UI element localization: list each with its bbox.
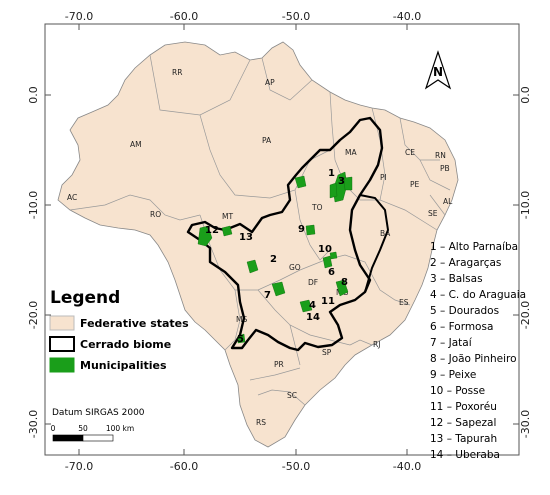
state-label-al: AL	[443, 197, 453, 206]
municipality-number: 7	[264, 290, 271, 301]
municipality-list-item: 14 – Uberaba	[430, 449, 500, 461]
state-label-go: GO	[289, 263, 301, 272]
municipality-list-item: 10 – Posse	[430, 385, 485, 397]
municipality-list-item: 8 – João Pinheiro	[430, 353, 517, 365]
left-lat-label: -30.0	[27, 410, 40, 438]
top-longitude-labels: -70.0 -60.0 -50.0 -40.0	[65, 10, 421, 23]
municipality-list-item: 13 – Tapurah	[430, 433, 497, 445]
north-arrow: N	[424, 50, 452, 90]
bottom-longitude-labels: -70.0 -60.0 -50.0 -40.0	[65, 460, 421, 473]
state-label-ac: AC	[67, 193, 77, 202]
legend-label-cerrado-biome: Cerrado biome	[80, 338, 171, 351]
municipality-list-item: 11 – Poxoréu	[430, 401, 497, 413]
cerrado-biome-outline-east	[359, 194, 390, 293]
bottom-lon-label: -50.0	[282, 460, 310, 473]
grid-ticks	[45, 24, 519, 455]
brazil-land	[57, 41, 459, 448]
state-label-ro: RO	[150, 210, 161, 219]
top-lon-label: -60.0	[170, 10, 198, 23]
state-label-es: ES	[399, 298, 409, 307]
legend-label-federative-states: Federative states	[80, 317, 189, 330]
municipality-list-item: 9 – Peixe	[430, 369, 476, 381]
state-label-pe: PE	[410, 180, 420, 189]
legend: Legend Federative states Cerrado biome M…	[49, 288, 189, 373]
left-lat-label: -10.0	[27, 191, 40, 219]
municipality-number: 5	[237, 334, 244, 345]
scale-label: 100 km	[106, 424, 134, 433]
state-label-pa: PA	[262, 136, 272, 145]
municipality-number: 12	[205, 225, 219, 236]
state-label-sp: SP	[322, 348, 332, 357]
municipality-number: 10	[318, 244, 332, 255]
municipality-number-labels: 1 2 3 4 5 6 7 8 9 10 11 12 13 14	[205, 168, 348, 345]
municipality-list-item: 2 – Aragarças	[430, 257, 501, 269]
cerrado-biome-outline	[186, 116, 384, 352]
municipality-number: 1	[328, 168, 335, 179]
state-label-mt: MT	[222, 212, 233, 221]
bottom-lon-label: -40.0	[393, 460, 421, 473]
right-lat-label: -30.0	[519, 410, 532, 438]
state-borders	[69, 54, 451, 406]
bottom-lon-label: -60.0	[170, 460, 198, 473]
municipality-number: 6	[328, 267, 335, 278]
bottom-lon-label: -70.0	[65, 460, 93, 473]
municipality-list-item: 7 – Jataí	[430, 337, 473, 349]
municipality-number: 8	[341, 277, 348, 288]
municipality-number: 4	[309, 300, 316, 311]
legend-title: Legend	[50, 288, 120, 308]
municipality-number: 2	[270, 254, 277, 265]
municipality-number: 3	[338, 176, 345, 187]
state-label-df: DF	[308, 278, 318, 287]
left-lat-label: 0.0	[27, 86, 40, 104]
top-lon-label: -50.0	[282, 10, 310, 23]
state-label-ap: AP	[265, 78, 275, 87]
datum-label: Datum SIRGAS 2000	[52, 408, 145, 418]
north-arrow-label: N	[433, 65, 443, 79]
north-arrow-icon	[424, 50, 452, 90]
state-label-sc: SC	[287, 391, 297, 400]
scale-label: 50	[78, 424, 88, 433]
state-label-ce: CE	[405, 148, 415, 157]
state-label-rj: RJ	[373, 340, 380, 349]
state-label-ma: MA	[345, 148, 357, 157]
state-label-rn: RN	[435, 151, 446, 160]
state-label-rs: RS	[256, 418, 266, 427]
top-lon-label: -40.0	[393, 10, 421, 23]
legend-label-municipalities: Municipalities	[80, 359, 167, 372]
municipality-number: 14	[306, 312, 320, 323]
municipality-list-item: 5 – Dourados	[430, 305, 499, 317]
right-lat-label: 0.0	[519, 86, 532, 104]
state-label-pr: PR	[274, 360, 284, 369]
legend-swatch-municipalities	[49, 357, 75, 373]
municipality-list-item: 12 – Sapezal	[430, 417, 496, 429]
municipality-number: 9	[298, 224, 305, 235]
scale-label: 0	[51, 424, 56, 433]
municipality-list-item: 1 – Alto Parnaíba	[430, 241, 518, 253]
state-label-pb: PB	[440, 164, 450, 173]
municipality-number: 13	[239, 232, 253, 243]
municipality-list-item: 4 – C. do Araguaia	[430, 289, 526, 301]
municipality-list-item: 6 – Formosa	[430, 321, 493, 333]
municipalities	[197, 171, 353, 344]
top-lon-label: -70.0	[65, 10, 93, 23]
right-lat-label: -10.0	[519, 191, 532, 219]
right-latitude-labels: 0.0 -10.0 -20.0 -30.0	[519, 86, 532, 438]
state-label-ms: MS	[236, 315, 247, 324]
state-label-se: SE	[428, 209, 438, 218]
municipality-number: 11	[321, 296, 335, 307]
municipality-list-item: 3 – Balsas	[430, 273, 483, 285]
state-label-to: TO	[311, 203, 323, 212]
legend-swatch-cerrado-biome	[49, 336, 75, 352]
state-label-pi: PI	[380, 173, 387, 182]
state-label-rr: RR	[172, 68, 182, 77]
right-lat-label: -20.0	[519, 301, 532, 329]
left-latitude-labels: 0.0 -10.0 -20.0 -30.0	[27, 86, 40, 438]
legend-swatch-federative-states	[49, 315, 75, 331]
state-label-am: AM	[130, 140, 142, 149]
municipality-list: 1 – Alto Parnaíba 2 – Aragarças 3 – Bals…	[430, 241, 526, 461]
scale-bar: 0 50 100 km	[51, 424, 134, 442]
left-lat-label: -20.0	[27, 301, 40, 329]
